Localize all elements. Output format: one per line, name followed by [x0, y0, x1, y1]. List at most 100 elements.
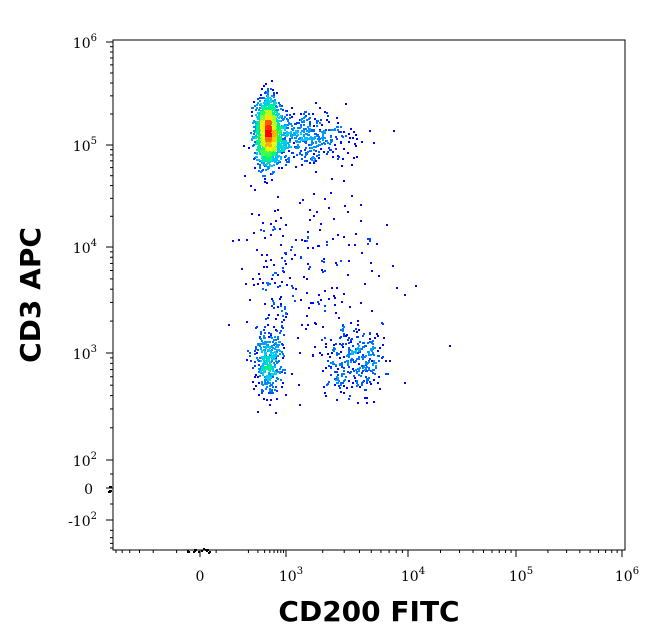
event-dot [265, 318, 267, 320]
event-dot [338, 156, 340, 158]
event-dot [334, 348, 336, 350]
event-dot [271, 179, 273, 181]
x-tick-label: 104 [401, 566, 425, 585]
event-dot [369, 338, 371, 340]
boundary-event [109, 486, 111, 488]
event-dot [281, 152, 283, 154]
event-dot [344, 379, 346, 381]
event-dot [330, 367, 332, 369]
event-dot [328, 121, 330, 123]
event-dot [316, 135, 318, 137]
event-dot [288, 150, 290, 152]
event-dot [369, 333, 371, 335]
event-dot [268, 123, 270, 125]
event-dot [312, 129, 314, 131]
event-dot [275, 359, 277, 361]
event-dot [329, 143, 331, 145]
event-dot [266, 126, 268, 128]
event-dot [367, 243, 369, 245]
y-tick-label: 103 [73, 344, 97, 363]
event-dot [275, 346, 277, 348]
event-dot [259, 146, 261, 148]
y-tick-label: -102 [68, 511, 97, 530]
event-dot [377, 355, 379, 357]
event-dot [278, 160, 280, 162]
event-dot [274, 348, 276, 350]
event-dot [268, 166, 270, 168]
event-dot [335, 312, 337, 314]
event-dot [281, 351, 283, 353]
event-dot [361, 141, 363, 143]
event-dot [274, 146, 276, 148]
event-dot [379, 388, 381, 390]
event-dot [348, 350, 350, 352]
event-dot [290, 146, 292, 148]
event-dot [265, 113, 267, 115]
event-dot [315, 150, 317, 152]
event-dot [273, 226, 275, 228]
event-dot [349, 353, 351, 355]
event-dot [320, 223, 322, 225]
event-dot [273, 153, 275, 155]
event-dot [257, 102, 259, 104]
event-dot [337, 158, 339, 160]
event-dot [300, 113, 302, 115]
event-dot [324, 132, 326, 134]
event-dot [347, 360, 349, 362]
event-dot [272, 157, 274, 159]
event-dot [337, 129, 339, 131]
event-dot [295, 166, 297, 168]
event-dot [259, 375, 261, 377]
event-dot [277, 306, 279, 308]
event-dot [356, 156, 358, 158]
event-dot [365, 361, 367, 363]
event-dot [301, 130, 303, 132]
event-dot [270, 351, 272, 353]
event-dot [371, 341, 373, 343]
event-dot [246, 359, 248, 361]
event-dot [340, 141, 342, 143]
event-dot [355, 328, 357, 330]
event-dot [269, 388, 271, 390]
event-dot [272, 229, 274, 231]
event-dot [344, 361, 346, 363]
event-dot [282, 267, 284, 269]
event-dot [375, 362, 377, 364]
event-dot [294, 123, 296, 125]
event-dot [269, 385, 271, 387]
event-dot [297, 337, 299, 339]
event-dot [304, 137, 306, 139]
event-dot [257, 122, 259, 124]
event-dot [272, 138, 274, 140]
event-dot [325, 346, 327, 348]
event-dot [338, 380, 340, 382]
event-dot [269, 369, 271, 371]
event-dot [277, 209, 279, 211]
event-dot [350, 371, 352, 373]
event-dot [278, 102, 280, 104]
event-dot [368, 367, 370, 369]
event-dot [260, 331, 262, 333]
event-dot [282, 369, 284, 371]
event-dot [284, 372, 286, 374]
event-dot [267, 346, 269, 348]
event-dot [449, 345, 451, 347]
event-dot [285, 125, 287, 127]
event-dot [282, 382, 284, 384]
event-dot [363, 346, 365, 348]
event-dot [280, 140, 282, 142]
event-dot [256, 153, 258, 155]
event-dot [262, 160, 264, 162]
event-dot [373, 362, 375, 364]
event-dot [271, 349, 273, 351]
event-dot [262, 363, 264, 365]
event-dot [356, 358, 358, 360]
event-dot [261, 133, 263, 135]
event-dot [361, 356, 363, 358]
event-dot [268, 134, 270, 136]
event-dot [281, 105, 283, 107]
event-dot [306, 119, 308, 121]
event-dot [312, 113, 314, 115]
event-dot [348, 133, 350, 135]
event-dot [264, 341, 266, 343]
